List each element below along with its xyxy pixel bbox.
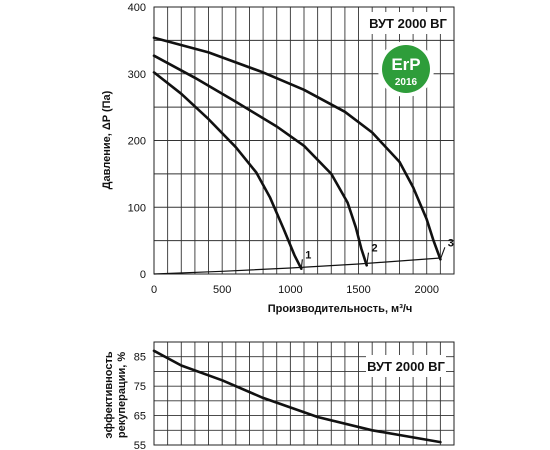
y-tick-label: 400 xyxy=(128,2,146,14)
fan-curve-3 xyxy=(152,36,442,261)
efficiency-y-axis-label: эффективностьрекуперации, % xyxy=(103,351,128,438)
curve-label: 3 xyxy=(448,237,454,249)
badge-line1: ErP xyxy=(391,55,420,74)
pressure-chart-title: ВУТ 2000 ВГ xyxy=(369,16,447,31)
pressure-chart: 0 500 1000 1500 2000 0 100 200 300 400 1 2 3 ВУТ 2… xyxy=(101,2,455,315)
curve-label-leader xyxy=(366,252,370,266)
pressure-x-ticks: 0 500 1000 1500 2000 xyxy=(151,284,439,296)
x-tick-label: 0 xyxy=(151,284,157,296)
y-tick-label: 85 xyxy=(134,352,146,364)
efficiency-chart: 55 65 75 85 ВУТ 2000 ВГ эффективностьрекупе… xyxy=(103,341,455,450)
curve-labels: 1 2 3 xyxy=(300,237,454,269)
efficiency-plot-frame xyxy=(153,341,455,446)
y-tick-label: 75 xyxy=(134,381,146,393)
ylabel-line-1: эффективность xyxy=(103,351,115,438)
y-tick-label: 100 xyxy=(128,202,146,214)
efficiency-chart-title: ВУТ 2000 ВГ xyxy=(367,359,445,374)
pressure-y-ticks: 0 100 200 300 400 xyxy=(128,2,146,281)
efficiency-curves xyxy=(152,349,442,444)
pressure-title-bg xyxy=(368,12,446,34)
efficiency-title-bg xyxy=(366,355,446,377)
x-tick-label: 1000 xyxy=(278,284,302,296)
curve-label-leader xyxy=(300,259,303,269)
system-resistance-line xyxy=(153,257,441,275)
ylabel-line-2: рекуперации, % xyxy=(116,352,128,438)
efficiency-curve xyxy=(152,349,442,444)
erp-2016-badge: ErP 2016 xyxy=(378,41,434,97)
x-tick-label: 2000 xyxy=(414,284,438,296)
x-tick-label: 500 xyxy=(213,284,231,296)
fan-curve-1 xyxy=(152,71,303,271)
pressure-grid xyxy=(154,7,454,274)
pressure-curves xyxy=(152,36,442,275)
efficiency-y-ticks: 55 65 75 85 xyxy=(134,352,146,450)
curve-label: 2 xyxy=(371,243,377,255)
y-tick-label: 55 xyxy=(134,440,146,450)
y-tick-label: 65 xyxy=(134,411,146,423)
curve-label: 1 xyxy=(305,249,311,261)
efficiency-grid xyxy=(154,342,454,445)
x-tick-label: 1500 xyxy=(346,284,370,296)
badge-circle xyxy=(382,45,430,93)
badge-line2: 2016 xyxy=(395,77,418,88)
y-tick-label: 300 xyxy=(128,69,146,81)
pressure-plot-frame xyxy=(153,6,455,275)
fan-curve-2 xyxy=(152,54,369,267)
y-tick-label: 200 xyxy=(128,136,146,148)
pressure-y-axis-label: Давление, ΔP (Па) xyxy=(101,90,113,189)
y-tick-label: 0 xyxy=(140,269,146,281)
pressure-x-axis-label: Производительность, м³/ч xyxy=(268,303,413,315)
curve-label-leader xyxy=(439,247,446,260)
